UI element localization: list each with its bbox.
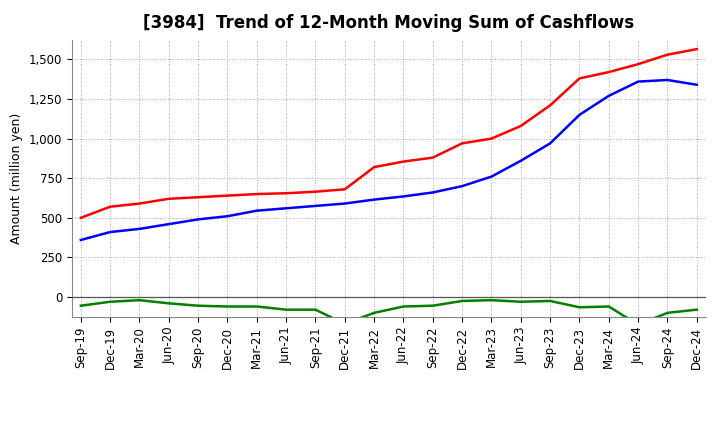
Investing Cashflow — [76, 303, 85, 308]
Free Cashflow — [164, 221, 173, 227]
Line: Operating Cashflow: Operating Cashflow — [81, 49, 697, 218]
Free Cashflow — [575, 112, 584, 117]
Operating Cashflow — [282, 191, 290, 196]
Investing Cashflow — [663, 310, 672, 315]
Operating Cashflow — [693, 47, 701, 52]
Line: Investing Cashflow: Investing Cashflow — [81, 300, 697, 325]
Free Cashflow — [693, 82, 701, 88]
Operating Cashflow — [663, 52, 672, 57]
Investing Cashflow — [458, 298, 467, 304]
Investing Cashflow — [282, 307, 290, 312]
Investing Cashflow — [487, 297, 496, 303]
Free Cashflow — [487, 174, 496, 179]
Free Cashflow — [282, 205, 290, 211]
Investing Cashflow — [605, 304, 613, 309]
Free Cashflow — [516, 158, 525, 163]
Free Cashflow — [458, 183, 467, 189]
Operating Cashflow — [605, 70, 613, 75]
Investing Cashflow — [164, 301, 173, 306]
Free Cashflow — [76, 237, 85, 242]
Investing Cashflow — [428, 303, 437, 308]
Free Cashflow — [194, 217, 202, 222]
Operating Cashflow — [253, 191, 261, 197]
Investing Cashflow — [135, 297, 144, 303]
Free Cashflow — [546, 141, 554, 146]
Operating Cashflow — [370, 165, 379, 170]
Free Cashflow — [223, 213, 232, 219]
Y-axis label: Amount (million yen): Amount (million yen) — [10, 113, 23, 244]
Investing Cashflow — [370, 310, 379, 315]
Free Cashflow — [341, 201, 349, 206]
Free Cashflow — [428, 190, 437, 195]
Operating Cashflow — [399, 159, 408, 164]
Operating Cashflow — [223, 193, 232, 198]
Title: [3984]  Trend of 12-Month Moving Sum of Cashflows: [3984] Trend of 12-Month Moving Sum of C… — [143, 15, 634, 33]
Investing Cashflow — [575, 304, 584, 310]
Free Cashflow — [106, 229, 114, 235]
Free Cashflow — [634, 79, 642, 84]
Operating Cashflow — [575, 76, 584, 81]
Operating Cashflow — [428, 155, 437, 160]
Investing Cashflow — [546, 298, 554, 304]
Operating Cashflow — [311, 189, 320, 194]
Operating Cashflow — [634, 62, 642, 67]
Investing Cashflow — [693, 307, 701, 312]
Investing Cashflow — [253, 304, 261, 309]
Free Cashflow — [370, 197, 379, 202]
Free Cashflow — [663, 77, 672, 83]
Investing Cashflow — [341, 321, 349, 326]
Operating Cashflow — [487, 136, 496, 141]
Operating Cashflow — [341, 187, 349, 192]
Line: Free Cashflow: Free Cashflow — [81, 80, 697, 240]
Investing Cashflow — [311, 307, 320, 312]
Free Cashflow — [311, 203, 320, 209]
Free Cashflow — [135, 226, 144, 231]
Free Cashflow — [253, 208, 261, 213]
Operating Cashflow — [194, 194, 202, 200]
Investing Cashflow — [399, 304, 408, 309]
Free Cashflow — [399, 194, 408, 199]
Operating Cashflow — [458, 141, 467, 146]
Operating Cashflow — [516, 123, 525, 128]
Operating Cashflow — [546, 103, 554, 108]
Free Cashflow — [605, 93, 613, 99]
Investing Cashflow — [194, 303, 202, 308]
Operating Cashflow — [76, 215, 85, 220]
Operating Cashflow — [106, 204, 114, 209]
Investing Cashflow — [223, 304, 232, 309]
Investing Cashflow — [106, 299, 114, 304]
Investing Cashflow — [516, 299, 525, 304]
Investing Cashflow — [634, 322, 642, 327]
Operating Cashflow — [164, 196, 173, 202]
Operating Cashflow — [135, 201, 144, 206]
